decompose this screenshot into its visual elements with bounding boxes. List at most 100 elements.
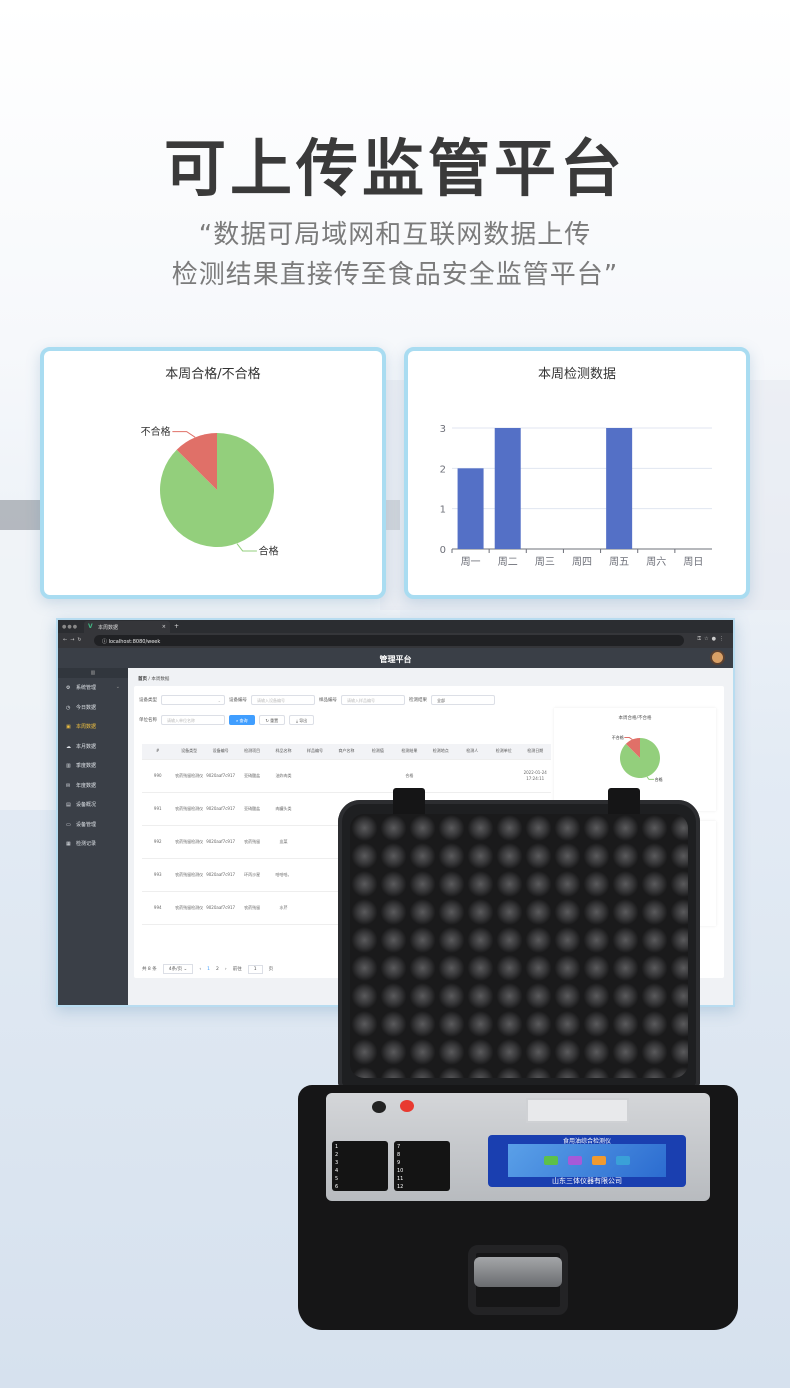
- goto-input[interactable]: 1: [247, 964, 263, 974]
- table-cell: 9020aaf7c917: [204, 759, 237, 793]
- export-button[interactable]: ⤓ 导出: [289, 714, 315, 725]
- sidebar-item-label: 季度数据: [76, 763, 97, 769]
- export-label: 导出: [299, 717, 308, 723]
- sidebar-item-1[interactable]: ◷ 今日数据: [58, 698, 128, 718]
- sample-no-label: 样品编号: [319, 697, 337, 703]
- label-line-fail: [624, 737, 633, 740]
- column-header: 检测日期: [519, 744, 551, 760]
- table-cell: 亚硝酸盐: [236, 792, 268, 826]
- table-cell: 9020aaf7c917: [204, 858, 237, 892]
- sidebar: ▥ ⚙ 系统管理 ⌄ ◷ 今日数据 ▣ 本周数据 ☁ 本月数据 ▥ 季度数据 ✉ 年度数据 ▤ 设备概况 ▭ 设…: [58, 668, 128, 1005]
- sidebar-item-5[interactable]: ✉ 年度数据: [58, 776, 128, 796]
- table-cell: [425, 759, 457, 793]
- device-screen-title: 食用油综合检测仪: [562, 1138, 611, 1145]
- column-header: 设备编号: [204, 744, 237, 760]
- sidebar-item-4[interactable]: ▥ 季度数据: [58, 756, 128, 776]
- list-icon: ▤: [66, 802, 71, 808]
- power-button: [400, 1100, 414, 1112]
- table-row[interactable]: 990 农药残留检测仪 9020aaf7c917 亚硝酸盐 油炸肉类 合格 2022-01-…: [142, 759, 551, 793]
- table-cell: 油炸肉类: [267, 759, 300, 793]
- reset-button[interactable]: ↻ 重置: [258, 714, 286, 725]
- slot-number: 9: [397, 1160, 401, 1166]
- sidebar-item-label: 本周数据: [76, 724, 97, 730]
- power-jack-icon: [372, 1101, 386, 1113]
- new-tab-icon[interactable]: +: [174, 623, 180, 630]
- table-cell: [299, 891, 331, 925]
- page-title: 可上传监管平台: [163, 132, 626, 205]
- search-button[interactable]: ⌕ 查询: [229, 714, 255, 725]
- mini-pie-title: 本周合格/不合格: [618, 716, 652, 721]
- result-label: 检测结果: [409, 697, 427, 703]
- extensions-icon[interactable]: ⚿☆●⋮: [697, 636, 727, 642]
- pie-label-fail: 不合格: [141, 425, 171, 438]
- handle-grip: [474, 1257, 562, 1287]
- y-tick-label: 2: [440, 464, 446, 475]
- page-size-select[interactable]: 4条/页 ⌄: [162, 964, 194, 974]
- table-cell: 9020aaf7c917: [204, 891, 237, 925]
- table-cell: 亚硝酸盐: [236, 759, 268, 793]
- app-title: 管理平台: [379, 655, 412, 664]
- bar: [494, 428, 521, 549]
- column-header: 检测单位: [487, 744, 520, 760]
- table-cell: [299, 858, 331, 892]
- sample-slots-right: 7 8 9 10 11 12: [394, 1141, 450, 1191]
- sidebar-item-8[interactable]: ▦ 检测记录: [58, 834, 128, 854]
- column-header: 检测结果: [393, 744, 426, 760]
- sidebar-item-0[interactable]: ⚙ 系统管理 ⌄: [58, 678, 128, 698]
- device-no-label: 设备编号: [229, 697, 247, 703]
- chevron-down-icon: ⌄: [115, 684, 120, 690]
- sidebar-item-6[interactable]: ▤ 设备概况: [58, 795, 128, 815]
- device-no-input[interactable]: 请输入设备编号: [251, 694, 315, 705]
- unit-input[interactable]: 请输入单位名称: [161, 714, 225, 725]
- window-controls[interactable]: ●●●: [62, 624, 79, 630]
- slot-number: 4: [335, 1168, 339, 1174]
- slot-number: 7: [397, 1144, 401, 1150]
- bar: [606, 428, 633, 549]
- calendar-icon: ▣: [66, 724, 71, 730]
- goto-label: 前往: [232, 967, 242, 972]
- device-type-select[interactable]: ⌄: [161, 694, 225, 705]
- sidebar-item-2[interactable]: ▣ 本周数据: [58, 717, 128, 737]
- prev-page-icon[interactable]: ‹: [199, 966, 202, 972]
- address-bar[interactable]: ⓘ localhost:8080/week: [94, 635, 684, 646]
- page-2[interactable]: 2: [216, 966, 219, 972]
- sidebar-item-3[interactable]: ☁ 本月数据: [58, 737, 128, 757]
- x-tick-label: 周三: [535, 556, 555, 568]
- breadcrumb-home[interactable]: 首页: [138, 677, 147, 682]
- case-handle: [468, 1245, 568, 1315]
- nav-buttons-icon[interactable]: ←→↻: [63, 637, 85, 643]
- close-tab-icon[interactable]: ×: [161, 624, 166, 630]
- table-cell: 9020aaf7c917: [204, 792, 237, 826]
- next-page-icon[interactable]: ›: [224, 966, 227, 972]
- slot-number: 11: [397, 1176, 404, 1182]
- sample-no-input[interactable]: 请输入样品编号: [341, 694, 405, 705]
- avatar[interactable]: [710, 650, 725, 665]
- browser-tab[interactable]: V 本周数据 ×: [84, 621, 170, 633]
- sidebar-item-7[interactable]: ▭ 设备管理: [58, 815, 128, 835]
- table-cell: 肉罐头类: [267, 792, 300, 826]
- menu-fold-icon[interactable]: ▥: [58, 668, 128, 678]
- page-1[interactable]: 1: [207, 966, 211, 972]
- column-header: 检测人: [456, 744, 488, 760]
- filter-row-1: 设备类型 ⌄ 设备编号 请输入设备编号 样品编号 请输入样品编号 检测结果 全部: [139, 694, 495, 705]
- x-tick-label: 周二: [498, 556, 518, 568]
- sample-slots-left: 1 2 3 4 5 6: [332, 1141, 388, 1191]
- slot-number: 10: [397, 1168, 404, 1174]
- breadcrumb: 首页 / 本周数据: [138, 677, 170, 682]
- y-tick-label: 0: [440, 545, 446, 556]
- x-tick-label: 周日: [683, 556, 703, 568]
- y-tick-label: 1: [440, 505, 446, 516]
- foam-insert: [350, 814, 688, 1078]
- x-tick-label: 周六: [646, 556, 666, 568]
- slot-number: 3: [335, 1160, 339, 1166]
- gear-icon: ⚙: [66, 685, 71, 691]
- result-select[interactable]: 全部: [431, 694, 495, 705]
- tab-bar: ●●● V 本周数据 × +: [58, 620, 733, 633]
- sidebar-item-label: 系统管理: [76, 685, 97, 691]
- label-line-pass: [236, 543, 257, 552]
- pagination: 共 8 条 4条/页 ⌄ ‹ 1 2 › 前往 1 页: [142, 964, 273, 974]
- table-cell: 环丙沙星: [236, 858, 268, 892]
